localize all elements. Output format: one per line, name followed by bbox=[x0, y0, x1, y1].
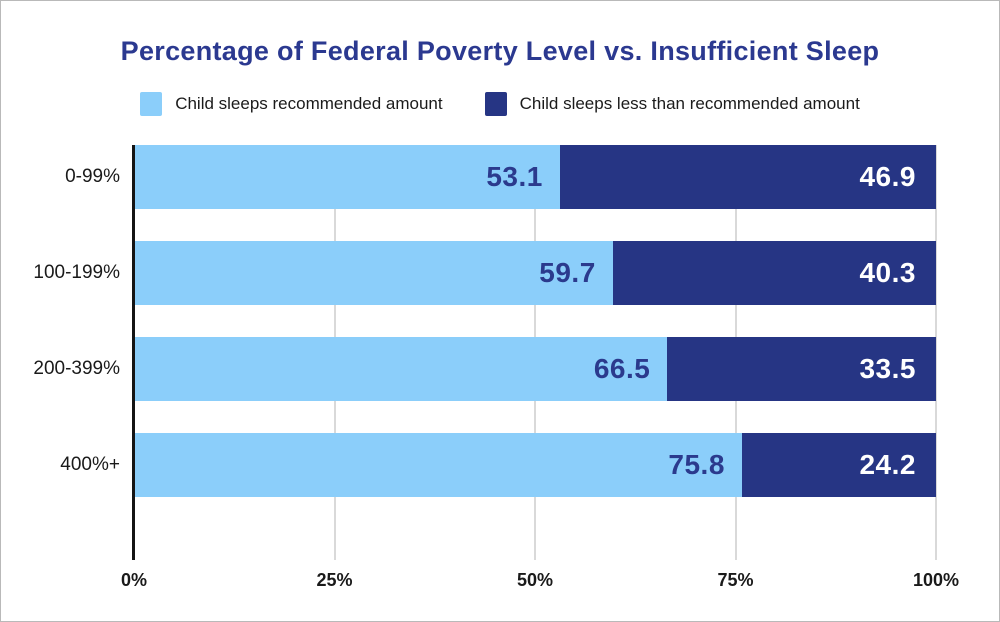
bar-segment-recommended: 59.7 bbox=[134, 241, 613, 305]
category-label: 200-399% bbox=[33, 358, 120, 379]
y-axis-line bbox=[132, 145, 135, 560]
bar-value-label: 66.5 bbox=[593, 353, 651, 384]
bar-value-label: 75.8 bbox=[668, 449, 725, 480]
x-tick-label: 50% bbox=[516, 570, 554, 590]
x-tick-label: 100% bbox=[912, 570, 960, 590]
gridline-100% bbox=[935, 145, 937, 560]
category-label: 0-99% bbox=[65, 166, 120, 187]
legend: Child sleeps recommended amount Child sle… bbox=[1, 91, 999, 117]
legend-item: Child sleeps less than recommended amoun… bbox=[484, 92, 860, 116]
bar-segment-recommended: 53.1 bbox=[134, 145, 560, 209]
x-axis: 0% 25% 50% 75% 100% bbox=[121, 568, 959, 598]
bar-value-label: 40.3 bbox=[859, 257, 916, 288]
legend-item: Child sleeps recommended amount bbox=[140, 92, 443, 116]
bar-row: 400%+ 75.8 24.2 bbox=[60, 433, 936, 497]
x-tick-label: 25% bbox=[316, 570, 353, 590]
bar-segment-recommended: 66.5 bbox=[134, 337, 668, 401]
category-label: 400%+ bbox=[60, 454, 120, 475]
bar-segment-insufficient: 24.2 bbox=[741, 433, 936, 497]
bar-segment-insufficient: 40.3 bbox=[612, 241, 936, 305]
chart-title: Percentage of Federal Poverty Level vs. … bbox=[120, 36, 880, 66]
category-label: 100-199% bbox=[33, 262, 120, 283]
bar-row: 0-99% 53.1 46.9 bbox=[65, 145, 936, 209]
bar-row: 200-399% 66.5 33.5 bbox=[33, 337, 936, 401]
x-tick-label: 75% bbox=[717, 570, 754, 590]
bar-segment-recommended: 75.8 bbox=[134, 433, 742, 497]
x-tick-label: 0% bbox=[120, 570, 148, 590]
bar-value-label: 53.1 bbox=[486, 161, 543, 192]
plot-area: 0-99% 53.1 46.9 100-199% 59.7 40.3 200-399% 66.… bbox=[33, 145, 937, 560]
bar-row: 100-199% 59.7 40.3 bbox=[33, 241, 936, 305]
legend-swatch bbox=[140, 92, 163, 116]
bar-segment-insufficient: 46.9 bbox=[559, 145, 936, 209]
bar-value-label: 33.5 bbox=[859, 353, 916, 384]
bar-value-label: 59.7 bbox=[539, 257, 596, 288]
legend-label: Child sleeps recommended amount bbox=[175, 94, 443, 113]
bar-segment-insufficient: 33.5 bbox=[667, 337, 936, 401]
legend-swatch bbox=[484, 92, 507, 116]
legend-label: Child sleeps less than recommended amoun… bbox=[519, 94, 860, 113]
bar-value-label: 46.9 bbox=[859, 161, 916, 192]
bar-value-label: 24.2 bbox=[859, 449, 916, 480]
